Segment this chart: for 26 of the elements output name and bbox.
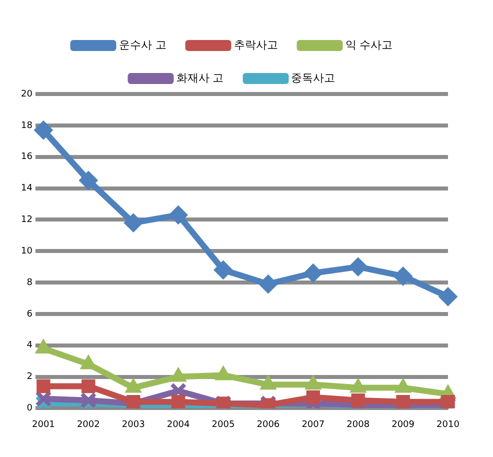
y-tick-label: 4 [26, 340, 33, 351]
x-tick-label: 2007 [302, 420, 325, 430]
y-tick-label: 0 [26, 404, 33, 414]
x-tick-label: 2001 [32, 420, 55, 430]
y-tick-label: 2 [26, 372, 32, 382]
legend-label: 익 수사고 [345, 38, 393, 52]
x-tick-label: 2006 [256, 420, 280, 430]
x-tick-label: 2004 [166, 420, 190, 430]
legend-label: 화재사 고 [176, 71, 224, 84]
y-tick-label: 10 [21, 246, 33, 256]
x-tick-label: 2009 [392, 420, 415, 430]
x-tick-label: 2002 [76, 420, 100, 430]
y-tick-label: 20 [21, 89, 33, 100]
x-tick-label: 2003 [122, 420, 145, 430]
legend-label: 중독사고 [291, 71, 336, 84]
y-tick-label: 18 [21, 120, 33, 131]
x-tick-label: 2010 [436, 420, 460, 430]
x-tick-label: 2005 [212, 420, 235, 430]
legend-label: 운수사 고 [118, 38, 166, 52]
legend-label: 추락사고 [234, 38, 278, 52]
y-tick-label: 8 [26, 278, 33, 288]
x-tick-label: 2008 [346, 420, 370, 430]
y-tick-label: 12 [21, 215, 32, 226]
y-tick-label: 14 [21, 184, 33, 194]
y-tick-label: 6 [26, 309, 33, 320]
y-tick-label: 16 [21, 152, 33, 162]
